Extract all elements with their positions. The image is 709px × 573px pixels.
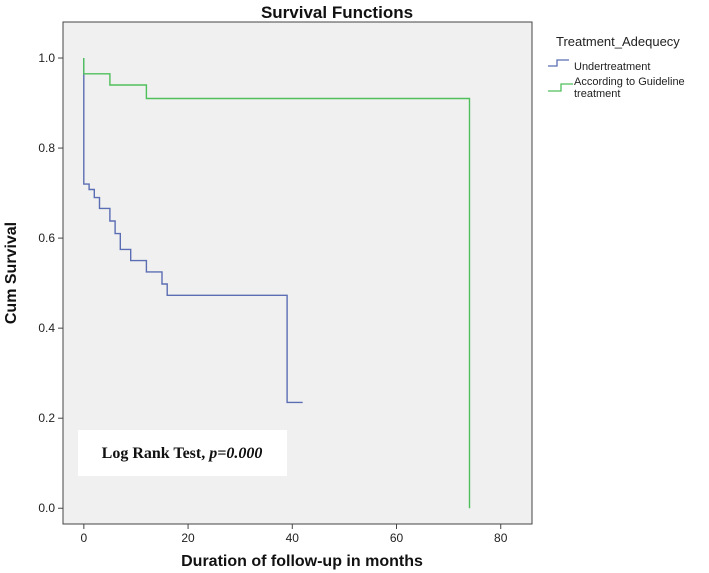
series-undertreatment-line <box>83 58 303 404</box>
x-tick-label: 0 <box>81 531 88 545</box>
x-axis-label: Duration of follow-up in months <box>181 553 423 570</box>
legend: Treatment_Adequecy Undertreatment Accord… <box>548 34 688 100</box>
y-axis: 0.0 0.2 0.4 0.6 0.8 1.0 <box>38 51 63 515</box>
x-tick-label: 80 <box>494 531 508 545</box>
series-guideline-line <box>83 58 471 509</box>
legend-item-undertreatment: Undertreatment <box>548 59 650 73</box>
y-tick-label: 0.0 <box>38 501 55 515</box>
annotation-prefix: Log Rank Test, <box>102 445 210 462</box>
y-tick-label: 0.8 <box>38 141 55 155</box>
x-tick-label: 60 <box>390 531 404 545</box>
y-tick-label: 1.0 <box>38 51 55 65</box>
y-axis-label: Cum Survival <box>3 222 20 324</box>
y-tick-label: 0.2 <box>38 411 55 425</box>
series-layer <box>83 58 471 509</box>
legend-label-guideline: According to Guideline treatment <box>574 76 688 100</box>
y-tick-label: 0.4 <box>38 321 55 335</box>
y-tick-label: 0.6 <box>38 231 55 245</box>
annotation-box: Log Rank Test, p=0.000 <box>78 430 287 476</box>
legend-label-undertreatment: Undertreatment <box>574 61 650 73</box>
legend-title: Treatment_Adequecy <box>556 34 680 49</box>
x-tick-label: 40 <box>286 531 300 545</box>
annotation-text: Log Rank Test, p=0.000 <box>102 445 263 462</box>
legend-swatch-undertreatment <box>548 59 569 67</box>
legend-label-guideline-line2: treatment <box>574 88 620 100</box>
x-axis: 0 20 40 60 80 <box>81 524 508 545</box>
legend-item-guideline: According to Guideline treatment <box>548 76 688 100</box>
x-tick-label: 20 <box>181 531 195 545</box>
legend-label-guideline-line1: According to Guideline <box>574 76 685 88</box>
chart-title: Survival Functions <box>261 3 413 22</box>
annotation-p-value: p=0.000 <box>207 445 262 462</box>
annotation-background <box>78 430 287 476</box>
legend-swatch-guideline <box>548 83 573 92</box>
